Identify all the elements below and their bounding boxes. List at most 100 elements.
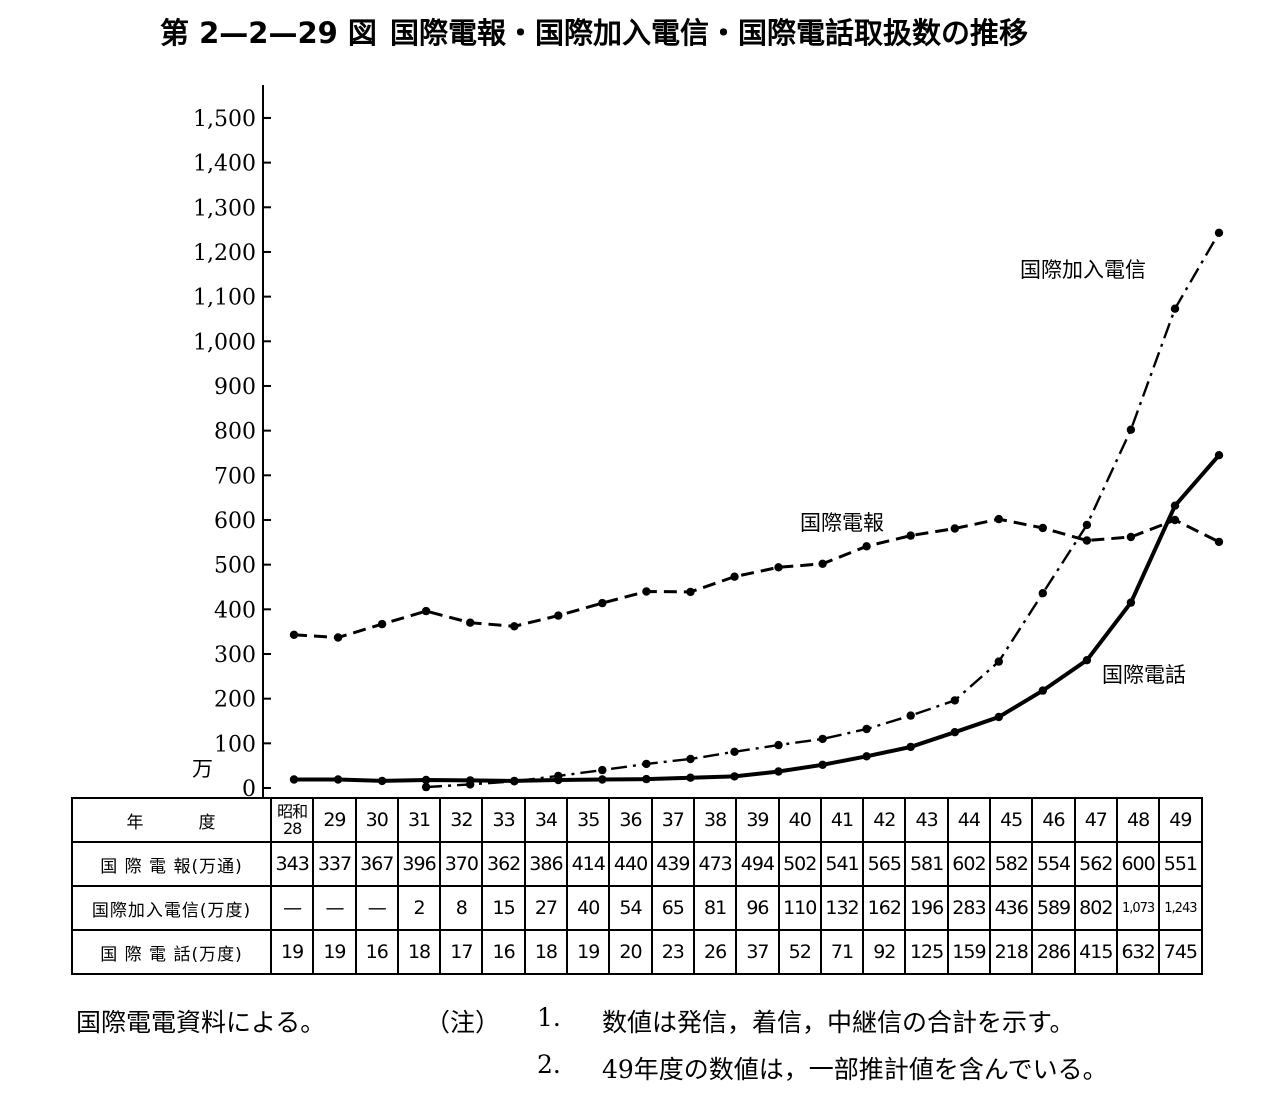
table-cell-value: 502 bbox=[777, 841, 822, 887]
series-points bbox=[289, 228, 1224, 792]
series-1-point bbox=[1038, 589, 1048, 598]
table-row-denwa: 国 際 電 話(万度) 19 19 16 18 17 16 18 19 20 23 26 37 52 71… bbox=[71, 929, 1203, 975]
y-tick-label: 1,300 bbox=[193, 196, 256, 221]
series-0-point bbox=[862, 542, 871, 551]
note-2-text: 49年度の数値は，一部推計値を含んでいる。 bbox=[602, 1055, 1108, 1084]
first-year-era: 昭和 bbox=[277, 802, 308, 821]
series-1-point bbox=[862, 724, 871, 734]
table-cell-year: 39 bbox=[735, 797, 780, 843]
table-cell-value: 370 bbox=[439, 841, 484, 887]
y-tick-label: 1,500 bbox=[193, 107, 256, 132]
table-cell-year: 43 bbox=[904, 797, 949, 843]
y-tick-label: 1,200 bbox=[193, 241, 256, 266]
series-line-0 bbox=[293, 517, 1220, 640]
y-tick-label: 700 bbox=[214, 464, 256, 489]
table-cell-year: 31 bbox=[396, 797, 442, 843]
table-cell-value: 600 bbox=[1115, 841, 1161, 887]
table-cell-value: 17 bbox=[439, 929, 484, 975]
table-cell-value: — bbox=[269, 885, 315, 931]
y-tick-label: 1,400 bbox=[193, 152, 256, 177]
table-cell-value: 551 bbox=[1158, 841, 1203, 887]
table-cell-value: 23 bbox=[650, 929, 695, 975]
series-0-point bbox=[1214, 537, 1224, 547]
table-cell-value: 367 bbox=[354, 841, 399, 887]
series-0-point bbox=[421, 606, 431, 616]
table-cell-value: 745 bbox=[1158, 929, 1203, 975]
data-table: 年 度 昭和 28 29 30 31 32 33 34 35 36 37 38 39 40 41 42 43 4… bbox=[71, 797, 1203, 975]
table-cell-year: 45 bbox=[989, 797, 1034, 843]
series-2-point bbox=[1082, 656, 1092, 665]
table-cell-value: 218 bbox=[989, 929, 1034, 975]
table-cell-value: 16 bbox=[481, 929, 526, 975]
series-1-point bbox=[598, 765, 607, 775]
table-cell-year: 38 bbox=[692, 797, 738, 843]
note-2-number: 2. bbox=[537, 1050, 561, 1079]
source-note: 国際電電資料による。 bbox=[76, 1008, 326, 1037]
figure-title-text: 国際電報・国際加入電信・国際電話取扱数の推移 bbox=[390, 16, 1029, 50]
table-cell-value: 1,073 bbox=[1115, 885, 1161, 931]
series-2-point bbox=[554, 775, 563, 785]
table-cell-value: 494 bbox=[735, 841, 780, 887]
series-0-point bbox=[950, 524, 959, 533]
table-cell-value: 396 bbox=[396, 841, 442, 887]
series-label-denpo: 国際電報 bbox=[800, 511, 884, 535]
table-row-label: 国 際 電 報(万通) bbox=[71, 841, 272, 887]
series-1-point bbox=[906, 711, 915, 720]
line-chart: 0 100 200 300 400 500 600 700 800 900 1,000 1,100 1,… bbox=[192, 85, 1224, 800]
table-cell-year: 33 bbox=[481, 797, 526, 843]
figure-number: 第 2—2—29 図 bbox=[160, 16, 377, 50]
series-0-point bbox=[994, 514, 1003, 524]
series-0-point bbox=[333, 633, 343, 642]
table-cell-value: 362 bbox=[481, 841, 526, 887]
table-cell-value: 196 bbox=[904, 885, 949, 931]
series-0-point bbox=[730, 572, 739, 581]
y-tick-label: 100 bbox=[214, 732, 256, 757]
table-row-years: 年 度 昭和 28 29 30 31 32 33 34 35 36 37 38 39 40 41 42 43 4… bbox=[71, 797, 1203, 843]
table-cell-value: 20 bbox=[608, 929, 653, 975]
table-cell-value: 602 bbox=[946, 841, 992, 887]
series-line-1 bbox=[426, 232, 1221, 789]
y-tick-label: 1,100 bbox=[193, 286, 256, 311]
series-0-point bbox=[598, 598, 607, 608]
series-2-point bbox=[950, 728, 959, 737]
y-tick-label: 300 bbox=[214, 643, 256, 668]
series-label-denwa: 国際電話 bbox=[1102, 663, 1186, 687]
table-cell-year: 30 bbox=[354, 797, 399, 843]
series-0-point bbox=[774, 563, 783, 572]
table-cell-year: 29 bbox=[312, 797, 357, 843]
series-2-point bbox=[818, 760, 827, 769]
series-0-point bbox=[642, 587, 651, 596]
table-cell-value: — bbox=[354, 885, 399, 931]
series-2-point bbox=[730, 772, 739, 781]
table-cell-value: 71 bbox=[819, 929, 865, 975]
y-tick-label: 400 bbox=[214, 598, 256, 623]
series-1-point bbox=[421, 782, 431, 792]
table-cell-year: 35 bbox=[566, 797, 611, 843]
table-cell-value: 162 bbox=[862, 885, 907, 931]
y-tick-label: 1,000 bbox=[193, 330, 256, 355]
first-year-number: 28 bbox=[282, 819, 302, 838]
table-cell-value: 132 bbox=[819, 885, 865, 931]
table-cell-year: 34 bbox=[523, 797, 569, 843]
table-cell-value: 81 bbox=[692, 885, 738, 931]
table-cell-value: 337 bbox=[312, 841, 357, 887]
table-cell-value: 581 bbox=[904, 841, 949, 887]
table-cell-value: 436 bbox=[989, 885, 1034, 931]
series-1-point bbox=[686, 754, 695, 764]
series-1-point bbox=[1082, 520, 1092, 530]
series-0-point bbox=[1038, 523, 1048, 533]
table-cell-year: 49 bbox=[1158, 797, 1203, 843]
table-cell-value: 96 bbox=[735, 885, 780, 931]
series-2-point bbox=[642, 774, 651, 784]
series-2-point bbox=[862, 752, 871, 761]
table-cell-year: 47 bbox=[1073, 797, 1118, 843]
y-tick-label: 0 bbox=[242, 777, 256, 800]
table-cell-year: 41 bbox=[819, 797, 865, 843]
series-2-point bbox=[686, 773, 695, 782]
series-1-point bbox=[950, 696, 959, 705]
table-row-label: 国 際 電 話(万度) bbox=[71, 929, 272, 975]
series-2-point bbox=[598, 775, 607, 784]
table-row-denpo: 国 際 電 報(万通) 343 337 367 396 370 362 386 414 440 4… bbox=[71, 841, 1203, 887]
table-cell-year: 48 bbox=[1115, 797, 1161, 843]
table-cell-value: 283 bbox=[946, 885, 992, 931]
